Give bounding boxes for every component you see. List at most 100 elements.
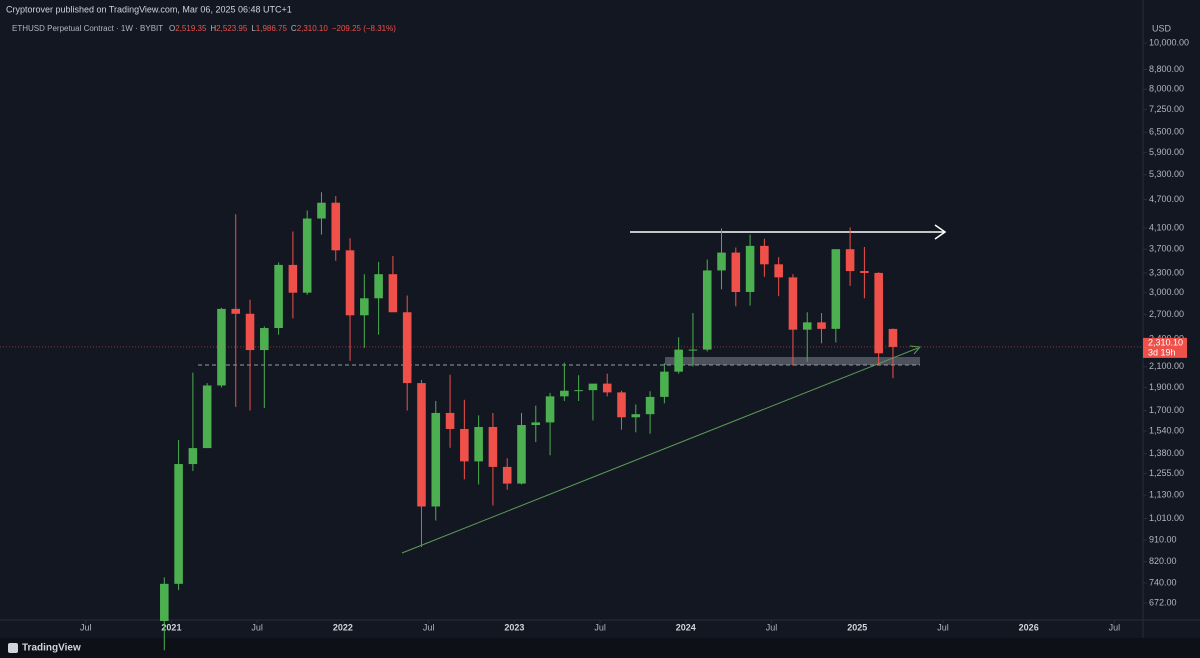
candle-body [231,308,241,314]
candle-body [517,425,526,484]
x-tick-label: Jul [1109,622,1121,632]
candle-body [374,274,383,299]
y-tick-label: 3,700.00 [1149,244,1184,254]
footer-bar [0,638,1200,658]
y-tick-label: 910.00 [1149,534,1177,544]
candle-body [888,328,898,347]
x-tick-label: Jul [766,622,778,632]
candle-body [302,218,312,293]
ohlc-key: O [169,24,175,33]
ohlc-key: C [291,24,297,33]
y-tick-label: 3,000.00 [1149,287,1184,297]
x-tick-label: 2023 [504,622,524,632]
trend-arrow [909,345,922,355]
x-tick-label: 2026 [1019,622,1039,632]
candle-body [760,245,769,265]
footer-brand: TradingView [22,643,81,654]
x-tick-label: Jul [937,622,949,632]
y-tick-label: 1,700.00 [1149,405,1184,415]
candle-body [360,298,369,316]
y-tick-label: 1,010.00 [1149,513,1184,523]
candle-body [331,202,341,251]
candle-body [545,396,555,423]
last-price-box [1143,337,1187,358]
candles [160,192,898,651]
candle-body [802,322,812,330]
change: −209.25 (−8.31%) [332,24,396,33]
ohlc-value: 1,986.75 [256,24,288,33]
candle-body [431,412,441,507]
y-tick-label: 4,700.00 [1149,194,1184,204]
candle-body [860,271,869,273]
candle-body [560,390,569,397]
x-tick-label: Jul [251,622,263,632]
candle-body [160,583,169,622]
candle-body [645,396,655,415]
countdown: 3d 19h [1148,347,1176,357]
candle-body [874,272,883,354]
candle-body [245,313,255,351]
candle-body [774,264,783,278]
candle-body [202,385,212,449]
candle-body [488,426,498,467]
y-tick-label: 1,130.00 [1149,490,1184,500]
y-tick-label: 3,300.00 [1149,267,1184,277]
y-tick-label: 8,000.00 [1149,84,1184,94]
x-tick-label: 2022 [333,622,353,632]
candle-body [660,371,669,397]
candle-body [845,249,855,272]
candle-body [174,464,183,584]
y-tick-label: 5,900.00 [1149,147,1184,157]
candle-body [274,264,283,329]
logo-icon [8,643,18,653]
candle-body [745,245,755,293]
y-tick-label: 7,250.00 [1149,104,1184,114]
y-tick-label: 10,000.00 [1149,37,1189,47]
candle-body [617,392,626,418]
y-tick-label: 1,255.00 [1149,468,1184,478]
candle-body [788,277,798,330]
footer-logo: TradingView [8,643,81,654]
y-tick-label: 8,800.00 [1149,64,1184,74]
candle-body [288,264,298,293]
candle-body [502,466,512,484]
ohlc-value: 2,310.10 [297,24,329,33]
candle-body [574,390,583,392]
ohlc-value: 2,523.95 [216,24,248,33]
candle-body [688,349,698,351]
candle-body [217,308,226,386]
y-tick-label: 740.00 [1149,577,1177,587]
x-tick-label: Jul [594,622,606,632]
candle-body [402,312,412,384]
candle-body [817,322,826,329]
candle-body [631,414,641,418]
x-tick-label: 2025 [847,622,867,632]
candle-body [731,252,741,293]
x-tick-label: 2021 [161,622,181,632]
last-price-label: 2,310.10 [1148,337,1183,347]
candle-body [602,383,612,393]
candle-body [717,252,726,271]
y-tick-label: 1,900.00 [1149,382,1184,392]
candle-body [388,274,398,313]
candle-body [474,426,483,462]
candle-body [417,383,426,507]
symbol-legend: ETHUSD Perpetual Contract · 1W · BYBIT O 2… [12,24,396,33]
currency: USD [1152,23,1172,33]
symbol: ETHUSD Perpetual Contract · 1W · BYBIT [12,24,163,33]
resistance-arrow [934,224,947,240]
x-tick-label: Jul [80,622,92,632]
y-tick-label: 5,300.00 [1149,169,1184,179]
x-tick-label: Jul [423,622,435,632]
y-tick-label: 1,380.00 [1149,448,1184,458]
trend-line [401,347,919,554]
candle-body [674,349,683,372]
y-tick-label: 6,500.00 [1149,127,1184,137]
x-tick-label: 2024 [676,622,696,632]
candle-body [460,428,469,462]
publisher: Cryptorover published on TradingView.com… [6,4,292,14]
ohlc-key: H [210,24,216,33]
y-tick-label: 672.00 [1149,597,1177,607]
